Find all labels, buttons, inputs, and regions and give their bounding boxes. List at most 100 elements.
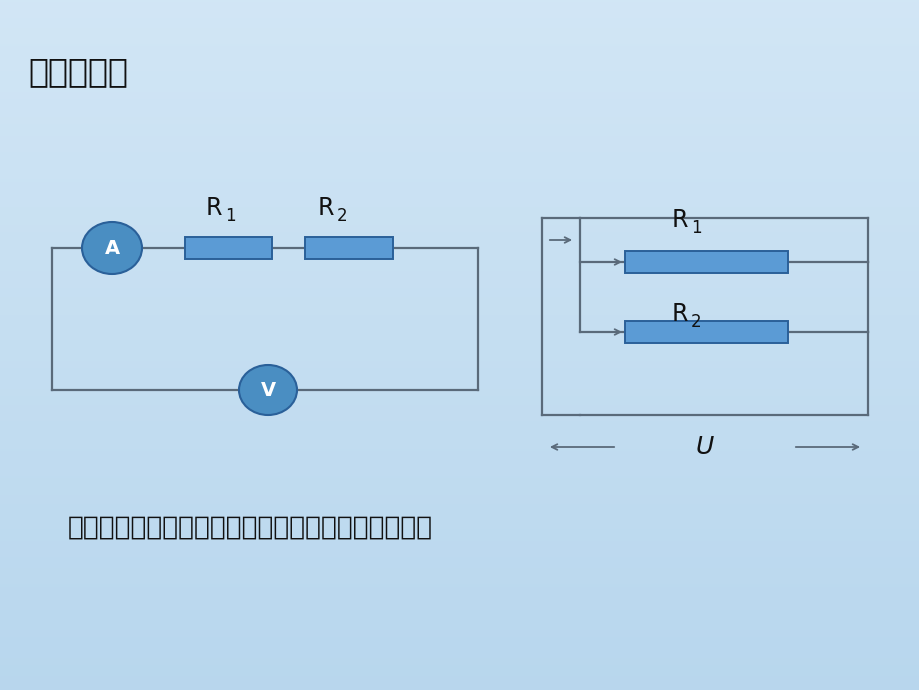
Bar [0,184,919,187]
Bar [0,164,919,166]
Bar [0,518,919,521]
Bar [0,168,919,171]
Bar [0,435,919,438]
Bar [0,115,919,118]
Bar [0,95,919,97]
Bar [0,288,919,290]
Text: R: R [206,196,222,220]
Bar [0,357,919,359]
Bar [0,352,919,355]
Bar [0,136,919,139]
Bar [0,469,919,473]
Bar [0,43,919,47]
Bar [0,322,919,325]
Bar [0,509,919,511]
Bar [0,299,919,302]
Bar [0,536,919,539]
Bar [0,442,919,445]
Bar [0,14,919,17]
Bar [0,112,919,116]
Bar [0,69,919,72]
Bar [0,228,919,231]
Bar [0,198,919,201]
Bar [0,621,919,624]
Bar [0,533,919,537]
Bar [0,248,919,252]
Bar [0,329,919,332]
Bar [0,129,919,132]
Bar [0,557,919,560]
Bar [0,474,919,477]
Text: 1: 1 [690,219,701,237]
Bar [0,338,919,342]
Bar [0,623,919,627]
Bar [0,41,919,45]
Bar [0,460,919,463]
Bar [0,605,919,608]
Bar [0,688,919,690]
Bar [0,310,919,314]
Bar [0,326,919,330]
Bar [0,451,919,454]
Bar [0,515,919,518]
Bar [0,628,919,631]
Bar [0,626,919,629]
Bar [0,511,919,514]
Bar [0,600,919,604]
Text: 电阻串联或并联时，总电阻是比原来大了还是小了？: 电阻串联或并联时，总电阻是比原来大了还是小了？ [68,515,433,541]
Bar [0,253,919,256]
Bar [0,573,919,576]
Bar [0,633,919,635]
Bar [0,485,919,489]
Ellipse shape [239,365,297,415]
Bar [0,405,919,408]
Bar [0,540,919,544]
Bar [0,584,919,587]
Bar [0,430,919,433]
Bar [0,619,919,622]
Bar [0,373,919,376]
Bar [0,490,919,493]
Bar [0,580,919,583]
Bar [0,76,919,79]
Bar [0,453,919,456]
Bar [0,233,919,235]
Bar [0,571,919,573]
Bar [0,313,919,316]
Bar [0,212,919,215]
Bar [0,179,919,183]
Bar [0,455,919,459]
Bar [0,361,919,364]
Bar [0,154,919,157]
Bar [0,347,919,351]
Bar [0,497,919,500]
Bar [0,71,919,75]
Text: A: A [105,239,119,259]
Bar [0,50,919,54]
Bar [0,283,919,286]
Bar [0,230,919,233]
Bar [0,520,919,523]
Bar [0,614,919,618]
Bar [624,251,788,273]
Bar [0,7,919,10]
Bar [0,635,919,638]
Bar [0,186,919,190]
Bar [0,152,919,155]
Bar [0,602,919,606]
Bar [0,37,919,40]
Bar [0,295,919,297]
Bar [0,244,919,247]
Bar [0,678,919,682]
Bar [185,237,272,259]
Bar [0,483,919,486]
Bar [0,607,919,611]
Bar [0,664,919,668]
Bar [0,235,919,238]
Bar [0,513,919,516]
Bar [0,39,919,42]
Bar [0,331,919,335]
Bar [0,53,919,56]
Bar [0,237,919,240]
Bar [0,285,919,288]
